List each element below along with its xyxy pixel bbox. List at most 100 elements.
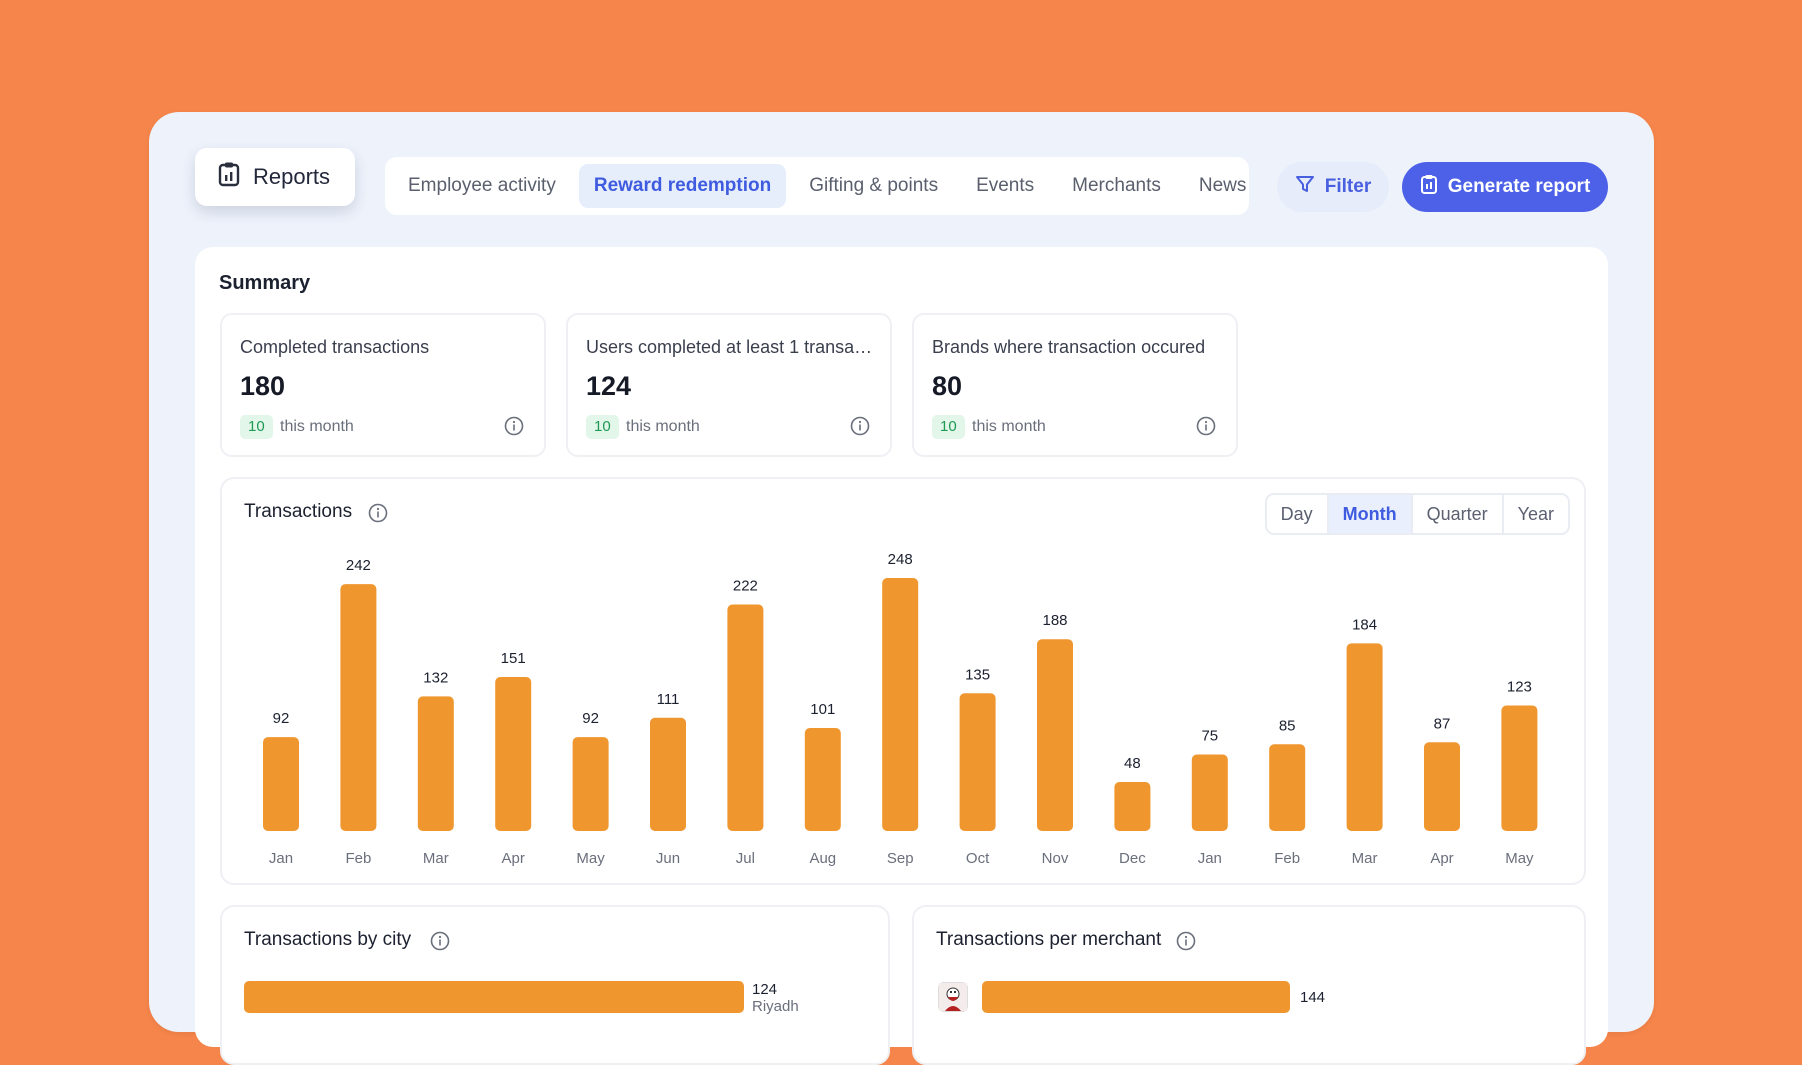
tab-gifting-points[interactable]: Gifting & points xyxy=(809,175,939,196)
bar-category-label: Mar xyxy=(1352,850,1378,867)
bar-2[interactable] xyxy=(417,696,454,831)
summary-panel: Summary Completed transactions 180 10 th… xyxy=(195,247,1608,1065)
card-sub: this month xyxy=(972,418,1046,435)
card-value: 180 xyxy=(240,371,286,401)
bar-category-label: Feb xyxy=(345,850,371,867)
bar-category-label: May xyxy=(576,850,605,867)
bar-value-label: 92 xyxy=(273,710,290,727)
per-merchant-title: Transactions per merchant xyxy=(936,929,1162,950)
tab-news[interactable]: News xyxy=(1198,175,1247,196)
bar-value-label: 151 xyxy=(501,650,526,667)
bar-7[interactable] xyxy=(804,727,841,831)
tab-reward-redemption[interactable]: Reward redemption xyxy=(578,164,787,208)
card-label: Completed transactions xyxy=(240,337,430,357)
bar-category-label: Jan xyxy=(269,850,293,867)
reports-label: Reports xyxy=(253,164,331,189)
summary-card-completed-transactions: Completed transactions 180 10 this month xyxy=(220,313,546,457)
bar-15[interactable] xyxy=(1424,742,1460,831)
bar-value-label: 111 xyxy=(657,691,680,708)
bar-14[interactable] xyxy=(1346,643,1383,831)
bar-9[interactable] xyxy=(959,693,996,831)
bar-value-label: 222 xyxy=(733,578,758,595)
bar-value-label: 135 xyxy=(965,666,990,683)
bar-13[interactable] xyxy=(1269,744,1306,831)
bar-category-label: May xyxy=(1505,850,1534,867)
info-icon[interactable] xyxy=(504,416,524,436)
card-value: 80 xyxy=(932,371,963,401)
summary-card-brands: Brands where transaction occured 80 10 t… xyxy=(912,313,1238,457)
card-badge: 10 xyxy=(240,415,273,439)
bar-12[interactable] xyxy=(1191,754,1228,832)
bar-value-label: 87 xyxy=(1434,715,1451,732)
bar-0[interactable] xyxy=(263,737,299,831)
bar-value-label: 188 xyxy=(1042,612,1067,629)
card-sub: this month xyxy=(626,418,700,435)
reports-button[interactable]: Reports xyxy=(195,148,355,206)
bar-category-label: Jul xyxy=(736,850,755,867)
tab-events[interactable]: Events xyxy=(976,175,1035,196)
bar-value-label: 75 xyxy=(1201,728,1218,745)
card-sub: this month xyxy=(280,418,354,435)
period-month[interactable]: Month xyxy=(1328,495,1413,533)
reports-app: Reports Employee activity Reward redempt… xyxy=(149,112,1654,1065)
bar-value-label: 92 xyxy=(582,710,599,727)
bar-5[interactable] xyxy=(650,717,686,831)
bar-category-label: Feb xyxy=(1274,850,1300,867)
by-city-title: Transactions by city xyxy=(244,929,412,950)
card-value: 124 xyxy=(586,371,632,401)
card-label: Users completed at least 1 transaction xyxy=(586,337,876,357)
card-badge: 10 xyxy=(586,415,619,439)
info-icon[interactable] xyxy=(1196,416,1216,436)
bar-10[interactable] xyxy=(1037,639,1073,831)
bar-value-label: 248 xyxy=(888,551,913,568)
bar-3[interactable] xyxy=(495,676,532,831)
bar-11[interactable] xyxy=(1114,782,1151,831)
bar-4[interactable] xyxy=(572,737,609,831)
city-bar-value: 124 xyxy=(752,981,778,998)
filter-label: Filter xyxy=(1324,176,1372,197)
city-bar xyxy=(244,981,744,1013)
bar-category-label: Jan xyxy=(1198,850,1222,867)
info-icon[interactable] xyxy=(430,931,450,951)
transactions-by-city-card: Transactions by city 124 Riyadh xyxy=(220,905,890,1065)
bar-6[interactable] xyxy=(727,604,764,831)
bar-category-label: Apr xyxy=(1430,850,1453,867)
city-bar-label: Riyadh xyxy=(752,998,799,1015)
bar-category-label: Mar xyxy=(423,850,449,867)
transactions-bar-chart: 92 Jan 242 Feb 132 Mar 151 Apr 92 May 111 Jun 222 Jul… xyxy=(263,551,1538,867)
report-tabs: Employee activity Reward redemption Gift… xyxy=(385,157,1249,215)
period-day[interactable]: Day xyxy=(1267,495,1329,533)
bar-category-label: Jun xyxy=(656,850,680,867)
generate-report-label: Generate report xyxy=(1447,176,1591,197)
info-icon[interactable] xyxy=(368,503,388,523)
transactions-chart-card: Transactions Day Month Quarter Year 92 Ja… xyxy=(220,477,1586,885)
bar-value-label: 48 xyxy=(1124,755,1141,772)
period-quarter[interactable]: Quarter xyxy=(1413,495,1504,533)
card-badge: 10 xyxy=(932,415,965,439)
summary-title: Summary xyxy=(219,272,311,294)
bar-category-label: Dec xyxy=(1119,850,1146,867)
info-icon[interactable] xyxy=(1176,931,1196,951)
merchant-bar xyxy=(982,981,1290,1013)
bar-8[interactable] xyxy=(882,578,919,831)
filter-icon xyxy=(1295,174,1315,200)
bar-category-label: Apr xyxy=(502,850,525,867)
bar-value-label: 242 xyxy=(346,557,371,574)
tab-merchants[interactable]: Merchants xyxy=(1072,175,1161,196)
bar-value-label: 123 xyxy=(1507,679,1532,696)
tab-employee-activity[interactable]: Employee activity xyxy=(408,175,556,196)
merchant-bar-value: 144 xyxy=(1300,989,1326,1006)
summary-card-users-completed: Users completed at least 1 transaction 1… xyxy=(566,313,892,457)
bar-16[interactable] xyxy=(1501,705,1538,831)
bar-category-label: Oct xyxy=(966,850,990,867)
card-label: Brands where transaction occured xyxy=(932,337,1206,357)
period-year[interactable]: Year xyxy=(1517,503,1554,524)
bar-value-label: 85 xyxy=(1279,717,1296,734)
info-icon[interactable] xyxy=(850,416,870,436)
bar-value-label: 101 xyxy=(810,701,835,718)
report-icon xyxy=(1420,174,1438,200)
bar-1[interactable] xyxy=(340,584,377,831)
bar-category-label: Nov xyxy=(1042,850,1069,867)
generate-report-button[interactable]: Generate report xyxy=(1402,162,1608,212)
filter-button[interactable]: Filter xyxy=(1277,162,1389,212)
